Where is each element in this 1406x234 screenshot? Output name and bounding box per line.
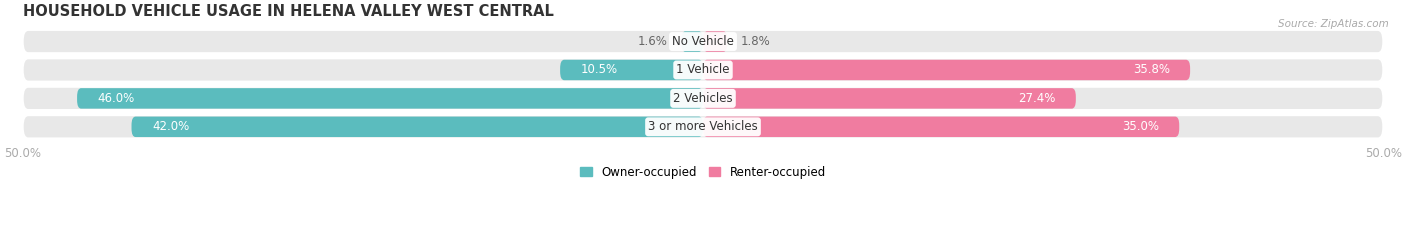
FancyBboxPatch shape (703, 88, 1076, 109)
FancyBboxPatch shape (22, 87, 1384, 110)
Text: Source: ZipAtlas.com: Source: ZipAtlas.com (1278, 19, 1389, 29)
Text: 1 Vehicle: 1 Vehicle (676, 63, 730, 77)
Text: 1.8%: 1.8% (741, 35, 770, 48)
FancyBboxPatch shape (22, 30, 1384, 53)
FancyBboxPatch shape (703, 60, 1189, 80)
FancyBboxPatch shape (560, 60, 703, 80)
FancyBboxPatch shape (703, 31, 727, 52)
Text: 2 Vehicles: 2 Vehicles (673, 92, 733, 105)
Text: 35.8%: 35.8% (1133, 63, 1170, 77)
FancyBboxPatch shape (703, 117, 1180, 137)
Text: 42.0%: 42.0% (152, 120, 190, 133)
Text: HOUSEHOLD VEHICLE USAGE IN HELENA VALLEY WEST CENTRAL: HOUSEHOLD VEHICLE USAGE IN HELENA VALLEY… (22, 4, 554, 19)
Text: 35.0%: 35.0% (1122, 120, 1159, 133)
Legend: Owner-occupied, Renter-occupied: Owner-occupied, Renter-occupied (575, 161, 831, 183)
FancyBboxPatch shape (22, 115, 1384, 139)
Text: 3 or more Vehicles: 3 or more Vehicles (648, 120, 758, 133)
Text: 46.0%: 46.0% (97, 92, 135, 105)
Text: 10.5%: 10.5% (581, 63, 617, 77)
FancyBboxPatch shape (132, 117, 703, 137)
Text: No Vehicle: No Vehicle (672, 35, 734, 48)
FancyBboxPatch shape (77, 88, 703, 109)
FancyBboxPatch shape (22, 58, 1384, 82)
Text: 27.4%: 27.4% (1018, 92, 1056, 105)
Text: 1.6%: 1.6% (638, 35, 668, 48)
FancyBboxPatch shape (682, 31, 703, 52)
